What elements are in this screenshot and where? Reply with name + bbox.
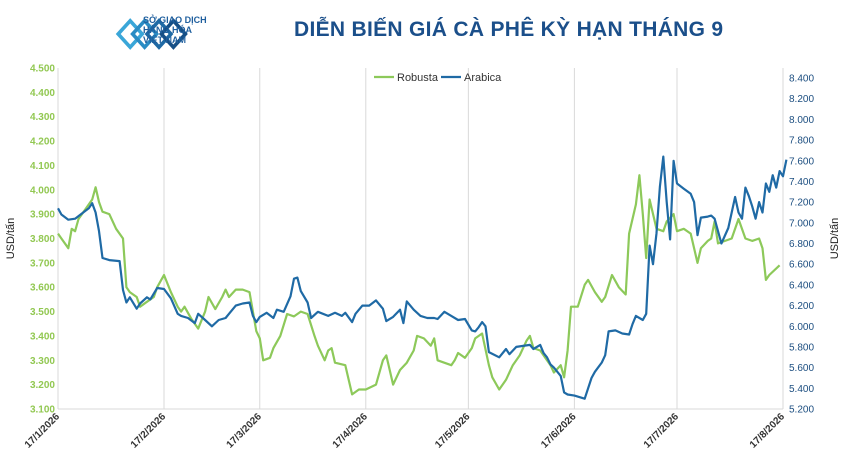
x-axis-tick-label: 17/8/2026 xyxy=(748,411,788,451)
right-axis-tick-label: 8.200 xyxy=(789,94,814,105)
chart-title: DIỄN BIẾN GIÁ CÀ PHÊ KỲ HẠN THÁNG 9 xyxy=(294,18,724,41)
left-axis-tick-label: 3.300 xyxy=(30,356,55,367)
left-axis-tick-label: 3.500 xyxy=(30,307,55,318)
org-name-line3: VIỆT NAM xyxy=(143,35,187,45)
left-axis-tick-label: 3.200 xyxy=(30,380,55,391)
right-axis-tick-label: 6.200 xyxy=(789,301,814,312)
right-axis-tick-label: 5.400 xyxy=(789,384,814,395)
legend-label-arabica: Arabica xyxy=(464,72,502,84)
left-axis-tick-label: 4.400 xyxy=(30,88,55,99)
x-axis-tick-label: 17/1/2026 xyxy=(23,411,63,451)
left-axis-tick-label: 3.700 xyxy=(30,258,55,269)
right-axis-tick-label: 5.600 xyxy=(789,363,814,374)
left-axis-tick-label: 3.400 xyxy=(30,331,55,342)
x-axis-tick-label: 17/2/2026 xyxy=(129,411,169,451)
left-axis-tick-label: 3.800 xyxy=(30,234,55,245)
left-axis-tick-label: 3.100 xyxy=(30,405,55,416)
right-axis-tick-label: 8.000 xyxy=(789,115,814,126)
left-axis-tick-label: 4.100 xyxy=(30,161,55,172)
left-axis-tick-label: 3.600 xyxy=(30,283,55,294)
left-axis-tick-label: 4.200 xyxy=(30,137,55,148)
org-name-line1: SỞ GIAO DỊCH xyxy=(143,15,207,25)
x-axis-tick-label: 17/7/2026 xyxy=(642,411,682,451)
right-axis-title: USD/tấn xyxy=(829,218,841,260)
x-axis-tick-label: 17/6/2026 xyxy=(539,411,579,451)
right-axis-tick-label: 6.600 xyxy=(789,260,814,271)
sgd-logo-mark xyxy=(115,18,188,50)
org-name: SỞ GIAO DỊCH HÀNG HÓA VIỆT NAM xyxy=(143,15,207,45)
right-axis-tick-label: 5.200 xyxy=(789,405,814,416)
legend-label-robusta: Robusta xyxy=(397,72,439,84)
right-axis-tick-label: 7.800 xyxy=(789,136,814,147)
series-line-arabica xyxy=(57,155,788,400)
right-axis-tick-label: 7.600 xyxy=(789,156,814,167)
x-axis-tick-label: 17/3/2026 xyxy=(225,411,265,451)
right-axis-tick-label: 6.800 xyxy=(789,239,814,250)
right-axis-tick-label: 7.400 xyxy=(789,177,814,188)
right-axis-tick-label: 5.800 xyxy=(789,342,814,353)
left-axis-tick-label: 3.900 xyxy=(30,210,55,221)
right-axis-tick-label: 6.400 xyxy=(789,280,814,291)
right-axis-tick-label: 6.000 xyxy=(789,322,814,333)
left-axis-title: USD/tấn xyxy=(5,218,17,260)
x-axis-tick-label: 17/4/2026 xyxy=(331,411,371,451)
right-axis-tick-label: 7.000 xyxy=(789,218,814,229)
right-axis-tick-label: 8.400 xyxy=(789,74,814,85)
left-axis-tick-label: 4.000 xyxy=(30,185,55,196)
org-name-line2: HÀNG HÓA xyxy=(143,25,192,35)
right-axis-tick-label: 7.200 xyxy=(789,198,814,209)
left-axis-tick-label: 4.500 xyxy=(30,64,55,75)
x-axis-tick-label: 17/5/2026 xyxy=(433,411,473,451)
left-axis-tick-label: 4.300 xyxy=(30,112,55,123)
